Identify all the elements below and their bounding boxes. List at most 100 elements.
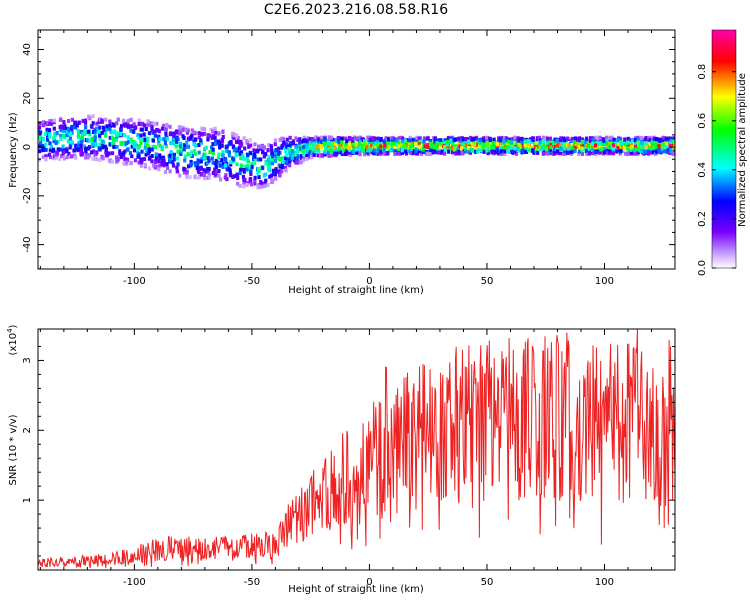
spectrogram-cell [320, 135, 324, 140]
spectrogram-cell [506, 144, 510, 149]
spectrogram-cell [523, 139, 528, 144]
spectrogram-cell [181, 127, 185, 132]
snr-x-label: Height of straight line (km) [288, 584, 424, 595]
spectrogram-cell [297, 140, 302, 145]
snr-frame [37, 328, 676, 571]
spectrogram-cell [375, 143, 380, 148]
spectrogram-cell [190, 128, 194, 133]
spectrogram-cell [157, 159, 161, 164]
spectrogram-cell [103, 144, 108, 149]
spectrogram-cell [580, 146, 584, 151]
spectrogram-cell [394, 148, 398, 153]
spectrogram-cell [231, 174, 235, 179]
spectrogram-cell [271, 172, 276, 177]
spectrogram-cell [209, 145, 214, 150]
spectrogram-cell [273, 142, 277, 147]
spectrogram-cell [601, 146, 605, 151]
spectrogram-cell [207, 172, 211, 177]
spectrogram-cell [284, 147, 288, 152]
spectrogram-cell [160, 146, 164, 151]
spectrogram-cell [273, 158, 278, 163]
spectrogram-cell [38, 125, 42, 130]
spectrogram-cell [200, 126, 204, 131]
spectrogram-cell [221, 153, 225, 158]
spectrogram-cell [234, 133, 239, 138]
spectrogram-cell [48, 132, 52, 137]
spectrogram-cell [654, 137, 658, 142]
spectrogram-cell [202, 176, 207, 181]
spectrogram-cell [274, 167, 278, 172]
spectrogram-cell [164, 131, 168, 136]
spectrogram-cell [213, 126, 217, 131]
spectrogram-cell [551, 140, 555, 145]
spectrogram-cell [662, 136, 666, 141]
spectrogram-cell [98, 125, 102, 130]
spectrogram-cell [43, 131, 48, 136]
spectrogram-cell [150, 154, 154, 159]
x-tick-label: 0 [366, 276, 372, 287]
spectrogram-cell [376, 147, 381, 152]
spectrogram-cell [496, 149, 500, 154]
spectrogram-cell [80, 140, 84, 145]
spectrogram-cell [280, 162, 285, 167]
spectrogram-cell [323, 137, 327, 142]
spectrogram-cell [90, 137, 94, 142]
spectrogram-cell [403, 144, 407, 149]
spectrogram-cell [213, 135, 217, 140]
spectrogram-cell [615, 149, 619, 154]
spectrogram-cell [302, 152, 306, 157]
spectrogram-cell [114, 155, 119, 160]
spectrogram-cell [526, 143, 531, 148]
spectrogram-cell [74, 144, 78, 149]
spectrogram-cell [218, 163, 222, 168]
spectrogram-cell [224, 145, 228, 150]
spectrogram-cell [484, 135, 489, 140]
spectrogram-cell [202, 156, 207, 161]
x-tick-label: 50 [481, 276, 494, 287]
spectrogram-cell [312, 146, 316, 151]
spectrogram-cell [199, 138, 203, 143]
spectrogram-cell [620, 141, 624, 146]
spectrogram-cell [153, 121, 157, 126]
spectrogram-cell [62, 156, 67, 161]
spectrogram-cell [518, 138, 522, 143]
spectrogram-cell [165, 162, 169, 167]
spectrogram-cell [580, 151, 585, 156]
spectrogram-cell [182, 147, 186, 152]
spectrogram-cell [190, 154, 194, 159]
spectrogram-cell [384, 136, 388, 141]
spectrogram-cell [93, 152, 97, 157]
spectrogram-cell [169, 140, 173, 145]
spectrogram-cell [132, 129, 136, 134]
spectrogram-cell [153, 160, 157, 165]
spectrogram-cell [638, 148, 642, 153]
spectrogram-cell [140, 127, 144, 132]
spectrogram-cell [216, 155, 221, 160]
spectrogram-cell [660, 141, 665, 146]
spectrogram-cell [322, 140, 326, 145]
spectrogram-cell [193, 161, 197, 166]
spectrogram-cell [146, 151, 150, 156]
spectrogram-cell [67, 126, 71, 131]
spectrogram-cell [97, 129, 101, 134]
spectrogram-cell [490, 144, 494, 149]
spectrogram-cell [324, 145, 328, 150]
spectrogram-cell [65, 129, 69, 134]
spectrogram-cell [264, 178, 268, 183]
spectrogram-cell [359, 148, 363, 153]
spectrogram-cell [429, 146, 434, 151]
spectrogram-cell [151, 163, 156, 168]
spectrogram-cell [305, 151, 310, 156]
spectrogram-cell [211, 160, 215, 165]
spectrogram-cell [49, 144, 53, 149]
spectrogram-cell [249, 182, 253, 187]
spectrogram-cell [500, 149, 504, 154]
spectrogram-cell [148, 155, 152, 160]
spectrogram-cell [211, 151, 215, 156]
spectrogram-cell [364, 141, 368, 146]
spectrogram-cell [465, 147, 469, 152]
spectrogram-cell [236, 149, 240, 154]
spectrogram-cell [608, 140, 612, 145]
spectrogram-cell [220, 143, 224, 148]
spectrogram-cell [245, 182, 249, 187]
